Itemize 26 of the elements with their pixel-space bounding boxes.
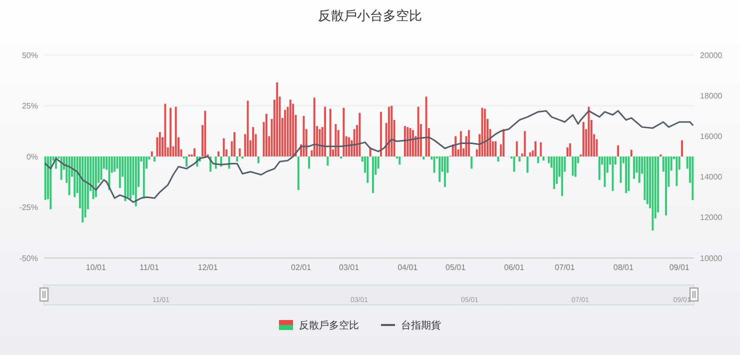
x-tick-label: 04/01 xyxy=(398,263,418,272)
legend-label: 台指期貨 xyxy=(401,320,441,332)
x-tick-label: 09/01 xyxy=(669,263,690,272)
x-tick-label: 02/01 xyxy=(291,263,312,272)
legend-label: 反散戶多空比 xyxy=(299,320,359,332)
x-tick-label: 03/01 xyxy=(339,263,360,272)
x-tick-label: 05/01 xyxy=(446,263,466,272)
y2-tick-label: 10000 xyxy=(700,254,723,263)
x-tick-label: 07/01 xyxy=(554,263,576,272)
x-tick-label: 10/01 xyxy=(86,263,106,272)
y2-tick-label: 16000 xyxy=(700,132,723,141)
line-series xyxy=(44,110,694,203)
y2-tick-label: 12000 xyxy=(700,213,723,222)
y-tick-label: 50% xyxy=(22,50,38,60)
y-tick-label: -50% xyxy=(19,254,38,263)
chart-title: 反散戶小台多空比 xyxy=(318,8,422,23)
x-tick-label: 06/01 xyxy=(504,263,525,272)
x-tick-label: 12/01 xyxy=(198,263,218,272)
y-tick-label: -25% xyxy=(19,203,38,212)
y2-tick-label: 20000 xyxy=(700,50,723,60)
y-tick-label: 25% xyxy=(22,102,38,111)
y2-tick-label: 14000 xyxy=(700,172,723,182)
y2-tick-label: 18000 xyxy=(700,91,723,100)
x-tick-label: 11/01 xyxy=(140,263,160,272)
y-tick-label: 0% xyxy=(26,152,38,162)
x-tick-label: 08/01 xyxy=(613,263,634,272)
